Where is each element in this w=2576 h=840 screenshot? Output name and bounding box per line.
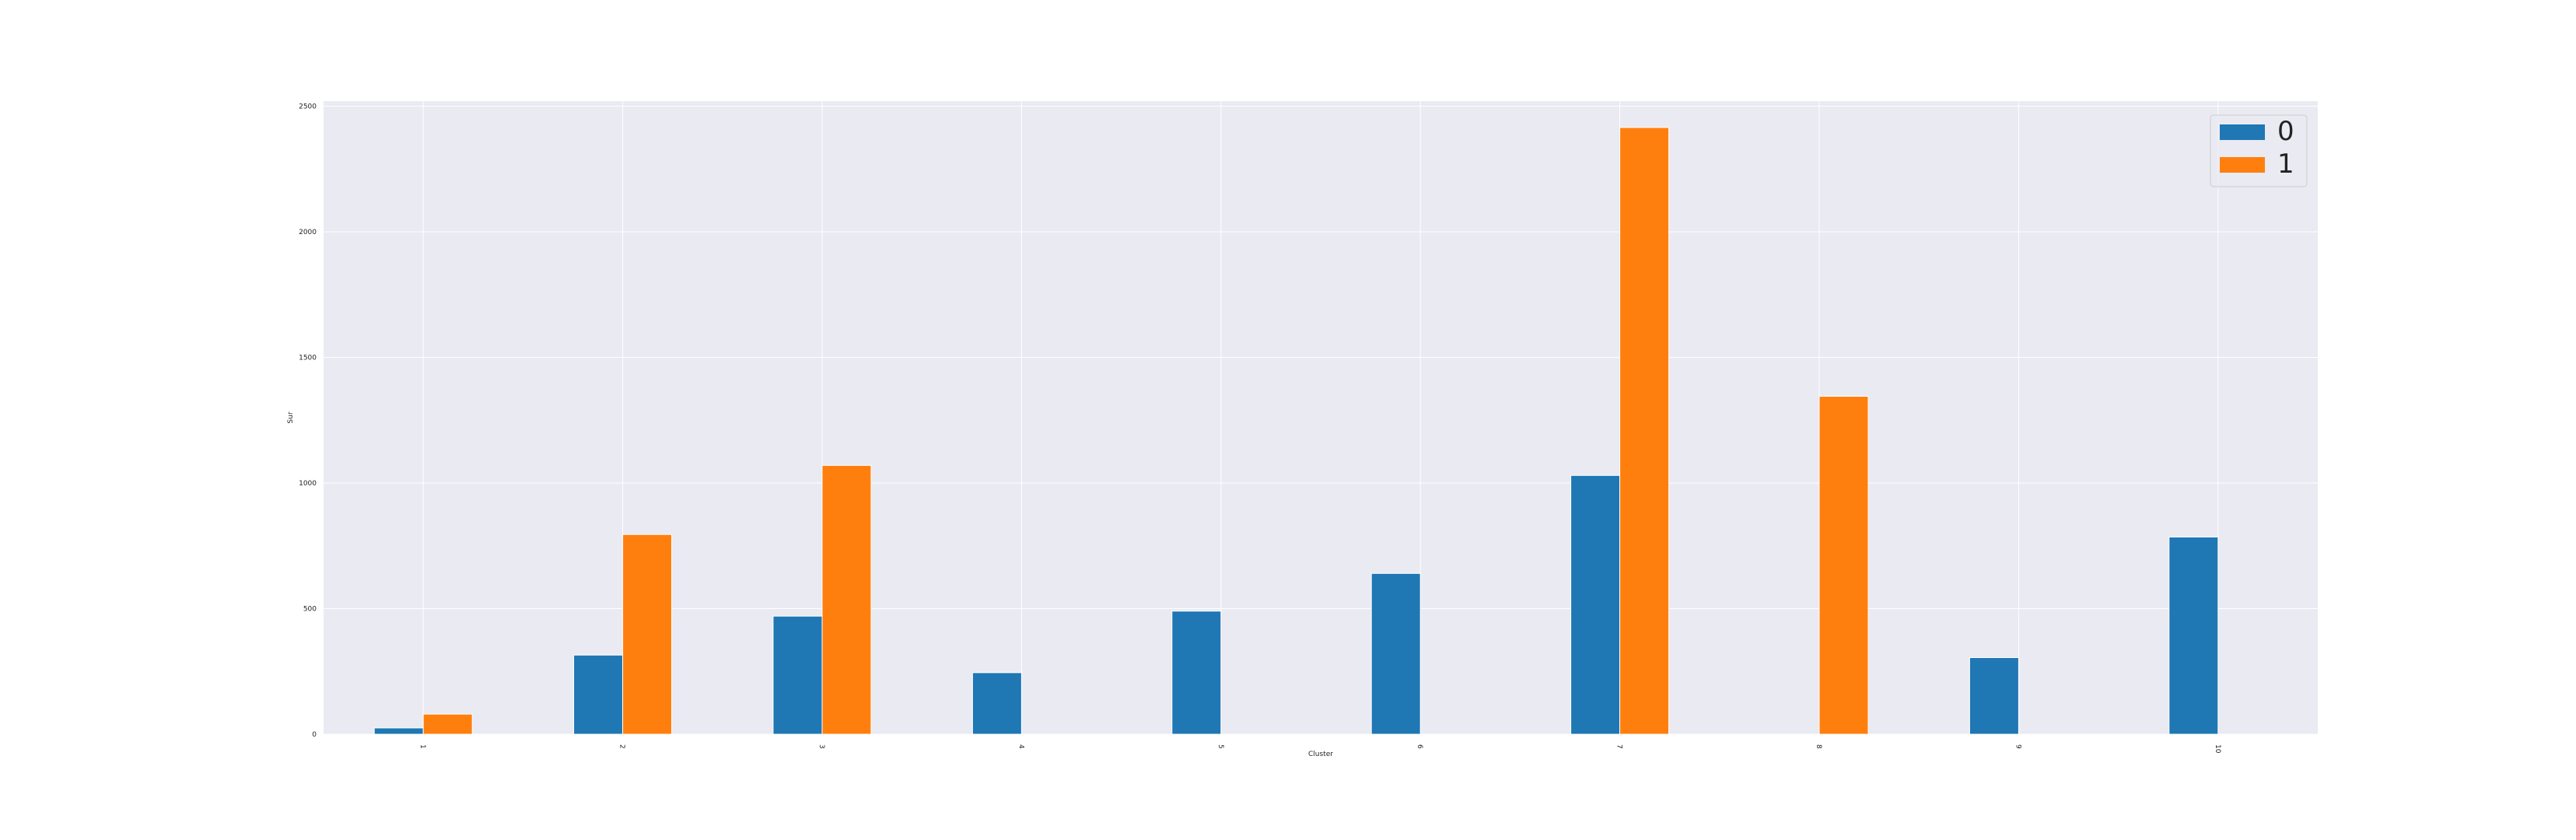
bar-series-0-cluster-1	[373, 727, 424, 735]
bar-series-0-cluster-10	[2168, 536, 2219, 735]
x-tick-label: 4	[1017, 744, 1024, 749]
legend-label: 0	[2277, 116, 2294, 147]
legend-swatch	[2220, 157, 2265, 173]
bars	[373, 127, 2219, 735]
bar-series-1-cluster-7	[1619, 127, 1670, 735]
legend-swatch	[2220, 124, 2265, 140]
y-tick-labels: 0 500 1000 1500 2000 2500	[299, 103, 317, 739]
x-tick-label: 6	[1416, 744, 1423, 749]
y-tick-label: 1000	[299, 480, 317, 488]
y-tick-label: 2000	[299, 229, 317, 236]
x-tick-labels: 1 2 3 4 5 6 7 8 9 10	[418, 744, 2221, 754]
y-tick-label: 2500	[299, 103, 317, 110]
bar-series-0-cluster-9	[1969, 656, 2019, 735]
bar-series-1-cluster-8	[1818, 396, 1869, 735]
legend-label: 1	[2277, 149, 2294, 180]
x-tick-label: 9	[2014, 744, 2021, 749]
y-tick-label: 500	[303, 605, 317, 613]
bar-series-1-cluster-2	[622, 534, 673, 735]
x-tick-label: 8	[1815, 744, 1822, 749]
bar-series-0-cluster-7	[1570, 474, 1621, 735]
bar-series-0-cluster-5	[1171, 611, 1222, 735]
y-tick-label: 1500	[299, 354, 317, 362]
x-tick-label: 5	[1216, 744, 1224, 749]
x-tick-label: 7	[1615, 744, 1623, 749]
bar-series-0-cluster-3	[772, 615, 823, 735]
bar-series-1-cluster-1	[422, 713, 473, 735]
x-tick-label: 2	[618, 744, 626, 749]
bar-series-0-cluster-6	[1370, 572, 1421, 735]
y-tick-label: 0	[312, 731, 317, 739]
legend: 01	[2210, 114, 2308, 187]
bar-series-0-cluster-2	[573, 654, 624, 735]
bar-series-1-cluster-3	[821, 464, 872, 735]
x-axis-label: Cluster	[1308, 751, 1333, 758]
x-tick-label: 3	[817, 744, 825, 749]
x-tick-label: 1	[418, 744, 426, 749]
bar-series-0-cluster-4	[971, 672, 1022, 735]
x-tick-label: 10	[2214, 744, 2221, 754]
y-axis-label: Sur	[287, 411, 295, 423]
